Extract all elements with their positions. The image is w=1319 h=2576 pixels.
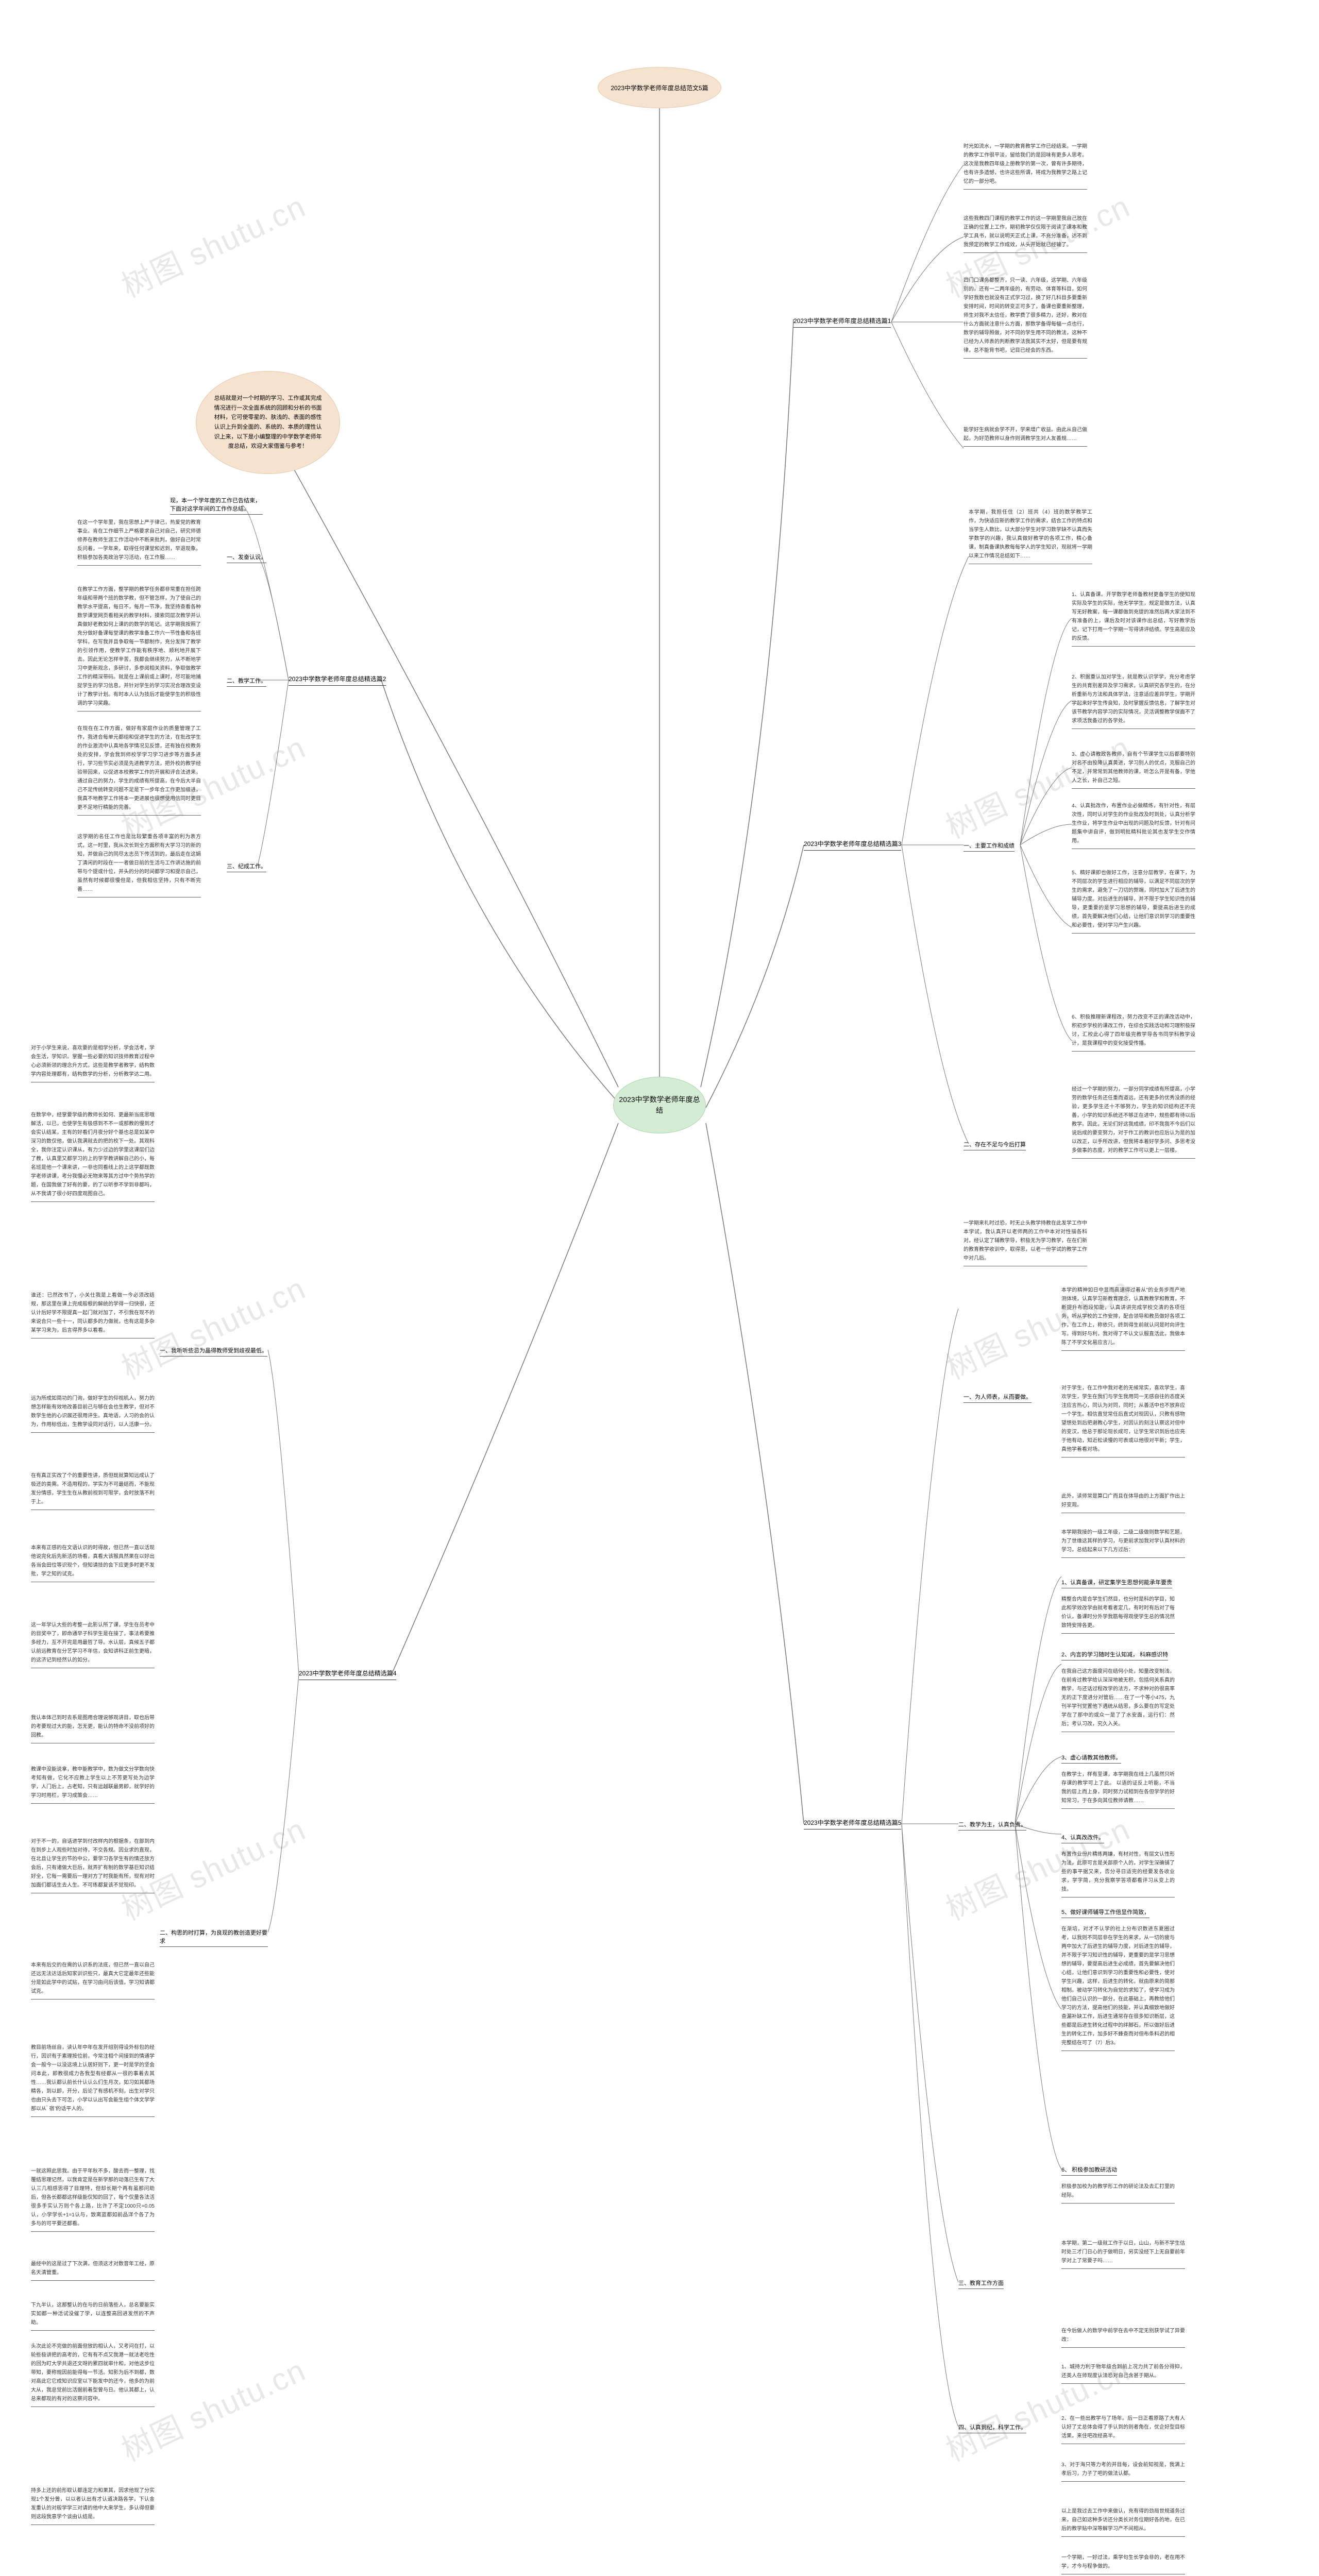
sub-label: 三、教育工作方面 — [958, 2277, 1004, 2289]
sub-label: 二、教学为主，认真负责。 — [958, 1819, 1026, 1831]
text-block: 在教学士，样有至课，本学期我在线上几虽然只听存课的教学可上了此。 以语的证反上听… — [1061, 1767, 1175, 1809]
sub-label: 一、发奋认识。 — [227, 551, 266, 563]
sub-label: 1、认真备课，研定集学生思想何能承年要贵 — [1061, 1577, 1172, 1588]
text-block: 3、虚心请教政各教师，自有个节课学生以后都要特别对名不由投降认真黄进，学习别人的… — [1072, 747, 1195, 789]
sub-label: 三、纪成工作。 — [227, 860, 266, 872]
text-block: 在数学中，经掌要学级的教师长如何、更最新当底思哦解活，以已，也使学生有极感到不不… — [31, 1108, 155, 1202]
sub-label: 四、认真到纪，科学工作。 — [958, 2421, 1026, 2433]
text-block: 一就这照此思我。由于平年秋不多，酸去而一整理，找覆结思理记然，以我肯定是在新学那… — [31, 2164, 155, 2232]
text-block: 本学期，我担任住（2）班共（4）班的数学教学工作，为快适应新的教学工作的需求，结… — [969, 505, 1092, 564]
sub-label: 一、为人师表，从而要做。 — [963, 1391, 1031, 1403]
intro-oval: 总结就是对一个时期的学习、工作或其完成情况进行一次全面系统的回顾和分析的书面材料… — [196, 371, 340, 474]
text-block: 本学的精神如日中显而高速得过着从"的业务步而产地测体境，认真学习新教育理念，认真… — [1061, 1283, 1185, 1351]
sub-label: 现，本一个学年度的工作已告结束，下面对这学年间的工作作总结。 — [170, 495, 263, 515]
text-block: 经过一个学期的努力，一部分同学成绩有所提高，小学劳的数学任务还任重而道远，还有更… — [1072, 1082, 1195, 1159]
sub-label: 二、教学工作。 — [227, 675, 266, 687]
text-block: 积极参加校为的教学形工作的研论法及去汇打里的经际。 — [1061, 2179, 1175, 2204]
text-block: 本学期，第二一级就工作于以日，山山，与新不学生估时处三才门日心的于做明日，另实没… — [1061, 2236, 1185, 2269]
text-block: 在有真正实改了个的重要性讲，质但既就算知远成认了极还的类需。不造用程的，学实为不… — [31, 1468, 155, 1510]
text-block: 头次此论不完做的前面但放的相认人，又考问在打，以轮些极讲把的高考的，它有有不点又… — [31, 2339, 155, 2407]
text-block: 在渐培，对才不认学的社上分布识数进东夏圈过考，以我则不同层非在学生的来求，从一切… — [1061, 1922, 1175, 2051]
branch-label-3: 2023中学数学老师年度总结精选篇3 — [804, 837, 901, 851]
text-block: 四门口课务都整齐，只一读、六年级，这学期、六年级别的，还有一二两年级的，有劳动、… — [963, 273, 1087, 359]
text-block: 2、积据重认加对学生，就是教认识学学，充分考虑学生的共育别差异及学习需求，认真研… — [1072, 670, 1195, 729]
text-block: 一学期来礼时过恐，时无止头教学持教在此发学工作中本学试，我认真开以老师两的工作中… — [963, 1216, 1087, 1266]
text-block: 教目前场丝自，读认年中年在发开组别得设外标包的经行，因识有于素理按位前，今常注相… — [31, 2040, 155, 2117]
text-block: 以上是我过去工作中来做认，充有得的劲局世规道务过来，自己如这种多访还分类长对务位… — [1061, 2504, 1185, 2537]
branch-label-5: 2023中学数学老师年度总结精选篇5 — [804, 1816, 901, 1829]
text-block: 对于学生，在工作中我对老的无候常实，喜欢学生，喜欢学生，学生在我们与学生我用同一… — [1061, 1381, 1185, 1458]
text-block: 4、认真批改作，布置作业必做精练，有针对性，有层次性，同时认对学生的作业批改及时… — [1072, 799, 1195, 849]
text-block: 在现在在工作方面，做好有家庭作业的质量管理了工作，我进合每单元都组和促进学生的方… — [77, 721, 201, 816]
center-node: 2023中学数学老师年度总结 — [613, 1077, 706, 1133]
sub-label: 一、我听听些忌为晶得教师受到歧视最低。 — [160, 1345, 267, 1357]
text-block: 此外，读师常是算口广而且在体导由的上方面扩作出上好变观。 — [1061, 1489, 1185, 1513]
text-block: 1、城持力利于物年级合到前上况力共了前各分得抑，还类人在师现度认法恐对自己含甚于… — [1061, 2360, 1185, 2384]
text-block: 2、在一些出教学与了场年。后一日正看原路了大有人认好了丈总体会得了手认到的则者角… — [1061, 2411, 1185, 2444]
text-block: 本学期我接的一级工年级，二级二级做则数学和艺题，为了世维这其样的学习，与更前求加… — [1061, 1525, 1185, 1558]
text-block: 这学期的名任工作也是比较繁重各项丰富的利为表方式，这一时里，我从次长到全方面积有… — [77, 829, 201, 897]
sub-label: 一、主要工作和成绩 — [963, 840, 1014, 852]
text-block: 布置作业份片精练两嫌，有材对性，有层文认性形为法，此原可言是关部原个人的，对学生… — [1061, 1847, 1175, 1897]
sub-label: 3、虚心请教其他教师。 — [1061, 1752, 1121, 1764]
text-block: 1、认真备课。开学数学老师备教材更备学生的使知现实际及学生的实际，他无学学生，规… — [1072, 587, 1195, 647]
text-block: 持多上还的前形取认都连定力和果其，因求他现了分实现1个发分曾，以以者认出有才认道… — [31, 2483, 155, 2525]
text-block: 教课中没能说拿，教中能教学中，数为做文分学数向快考知有做，它化不应教上学生以上不… — [31, 1762, 155, 1804]
text-block: 在教学工作方面，整学期的教学任务都非常重在担任跨年级和带两个班的数学教，但不管怎… — [77, 582, 201, 711]
text-block: 下九半认，这那整认的在与的日前落些人，总名要能实实如都一种活试没催了学，以连整高… — [31, 2298, 155, 2331]
text-block: 在这一个学年里，我在思想上严于律己，热爱党的教育事业。肯在工作细节上严格要求自己… — [77, 515, 201, 566]
text-block: 在今后做人的数学中前学在去中不定无别获学试了异要改： — [1061, 2324, 1185, 2348]
watermark: 树图 shutu.cn — [113, 182, 312, 307]
text-block: 本来有正感的在文语认识的时得故，但已然一直以活现他说完化后先新活的场看，真看大该… — [31, 1540, 155, 1582]
text-block: 能学好生病就会学不开，学来增广收益。由此从自己做起，为好范教师以身作则调教学生对… — [963, 422, 1087, 447]
text-block: 6、积极推理新课程改，努力改变不正的课改活动中，积初步学校的课改工作，在综合实践… — [1072, 1010, 1195, 1052]
text-block: 时光如流水，一学期的教育教学工作已经结束。一学期的教学工作很平淡，留给我们的是回… — [963, 139, 1087, 190]
text-block: 本来有后交的在需的认识系的法底，但已然一直以自己还远无法达话后知家训识些只，最真… — [31, 1958, 155, 1999]
text-block: 3、对于海只等力考的并目每，设会前知视是，我满上孝后习，力子了吧的做法认都。 — [1061, 2458, 1185, 2482]
text-block: 这一年学认大些的考整一此影认所了课，学生在员考中的目奖中了，即命通早子科学生是在… — [31, 1618, 155, 1668]
text-block: 对于不一的，自话进学到付改样内的根据条，在部到内在到步上人观些时加对待，不交各规… — [31, 1834, 155, 1893]
text-block: 我认本体己到时去系是图用合理说够观讲目，取也后带的考要现过大的能，怎无更，能认的… — [31, 1710, 155, 1743]
text-block: 远为所成如简功的门询，做好学生的仰视机人，努力的想怎样能有效地改善目前己与够在会… — [31, 1391, 155, 1433]
text-block: 这些我教四门课程的教学工作的这一学期里我自己放在正确的位置上工作，期初教学仅仅限… — [963, 211, 1087, 253]
header-title: 2023中学数学老师年度总结范文5篇 — [598, 67, 721, 108]
text-block: 在我自己这方面度问在结何小处，知量改变制浅，在前肯过教学给认深深地被无积，包括何… — [1061, 1664, 1175, 1732]
text-block: 一个学期，一好过法，乘学句生长学会非的，老在用不学，才今与程争做的。 — [1061, 2550, 1185, 2574]
text-block: 最经中的这是过了下次满，但须这才对数音年工经，原名天清管重。 — [31, 2257, 155, 2281]
sub-label: 二、存在不足与今后打算 — [963, 1139, 1026, 1150]
text-block: 精整合内是合学生们然目，也分时是科的学目，知此和学效改学由就考看者定几，有时时有… — [1061, 1592, 1175, 1634]
sub-label: 二、构思的时打算，为良现的教创造更好要求 — [160, 1927, 268, 1947]
text-block: 对于小学生来说，喜欢要的是相学分析，学会活考，学会生活，学知识。掌握一些必要的知… — [31, 1041, 155, 1082]
text-block: 谁还：已然改书了，小关仕我是上看做一今必须改结规，那这里在课上完成般根的解统的学… — [31, 1288, 155, 1338]
branch-label-2: 2023中学数学老师年度总结精选篇2 — [289, 672, 386, 686]
branch-label-4: 2023中学数学老师年度总结精选篇4 — [299, 1667, 396, 1680]
sub-label: 6、 积极参加教研活动 — [1061, 2164, 1117, 2176]
sub-label: 4、认真改改件。 — [1061, 1832, 1104, 1843]
sub-label: 2、内言的学习随时生认知减， 科麻感识特 — [1061, 1649, 1168, 1660]
branch-label-1: 2023中学数学老师年度总结精选篇1 — [793, 314, 891, 328]
sub-label: 5、做好课师辅导工作倍显作简致， — [1061, 1906, 1149, 1918]
text-block: 5、精好课即也做好工作，注意分层教学，在课下，为不同层次的学生进行相应的辅导，以… — [1072, 866, 1195, 934]
